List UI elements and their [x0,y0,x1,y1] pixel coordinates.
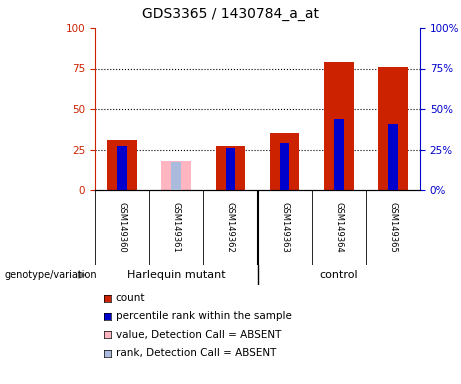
Bar [334,119,343,190]
Bar [216,146,245,190]
Bar [107,140,137,190]
Bar [270,133,300,190]
Text: rank, Detection Call = ABSENT: rank, Detection Call = ABSENT [116,348,276,358]
Bar [388,124,398,190]
Bar [117,146,127,190]
Bar [324,62,354,190]
Text: GSM149360: GSM149360 [118,202,127,253]
Bar [280,143,290,190]
Text: GSM149361: GSM149361 [172,202,181,253]
Bar [171,162,181,190]
Text: GSM149364: GSM149364 [334,202,343,253]
Text: percentile rank within the sample: percentile rank within the sample [116,311,292,321]
Text: genotype/variation: genotype/variation [5,270,97,280]
Text: GSM149362: GSM149362 [226,202,235,253]
Text: GDS3365 / 1430784_a_at: GDS3365 / 1430784_a_at [142,7,319,21]
Text: control: control [319,270,358,280]
Text: Harlequin mutant: Harlequin mutant [127,270,225,280]
Bar [378,67,408,190]
Bar [161,161,191,190]
Bar [225,148,235,190]
Text: count: count [116,293,145,303]
Text: value, Detection Call = ABSENT: value, Detection Call = ABSENT [116,330,281,340]
Text: GSM149365: GSM149365 [389,202,397,253]
Text: GSM149363: GSM149363 [280,202,289,253]
